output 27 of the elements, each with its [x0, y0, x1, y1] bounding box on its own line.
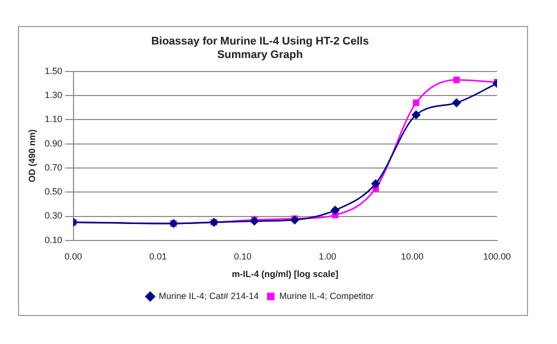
y-tick-label: 0.30	[44, 210, 62, 221]
y-tick-label: 0.70	[44, 162, 62, 172]
point	[412, 100, 420, 106]
point	[452, 98, 461, 108]
y-tick-label: 0.50	[44, 186, 62, 197]
y-axis-title: OD (490 nm)	[26, 129, 37, 182]
x-tick-label: 1.00	[318, 251, 336, 262]
y-tick-label: 0.90	[44, 138, 62, 148]
point	[290, 216, 299, 224]
x-tick-label: 0.01	[149, 251, 167, 262]
x-axis-title: m-IL-4 (ng/ml) [log scale]	[232, 269, 338, 280]
x-tick-label: 100.00	[483, 251, 511, 262]
point	[371, 179, 380, 188]
y-tick-label: 1.50	[44, 66, 62, 76]
x-tick-label: 0.10	[234, 251, 252, 262]
point	[412, 110, 420, 120]
x-tick-label: 0.00	[64, 251, 82, 262]
y-tick-label: 1.30	[44, 90, 62, 100]
legend-label: Murine IL-4; Cat# 214-14	[158, 290, 259, 301]
chart-title: Bioassay for Murine IL-4 Using HT-2 Cells	[151, 36, 369, 48]
point	[453, 76, 460, 84]
y-tick-label: 1.10	[44, 114, 62, 124]
chart-subtitle: Summary Graph	[217, 48, 304, 61]
y-tick-label: 0.10	[44, 234, 62, 245]
legend-label: Murine IL-4; Competitor	[279, 290, 374, 301]
x-tick-label: 10.00	[401, 251, 424, 262]
point	[330, 206, 340, 214]
